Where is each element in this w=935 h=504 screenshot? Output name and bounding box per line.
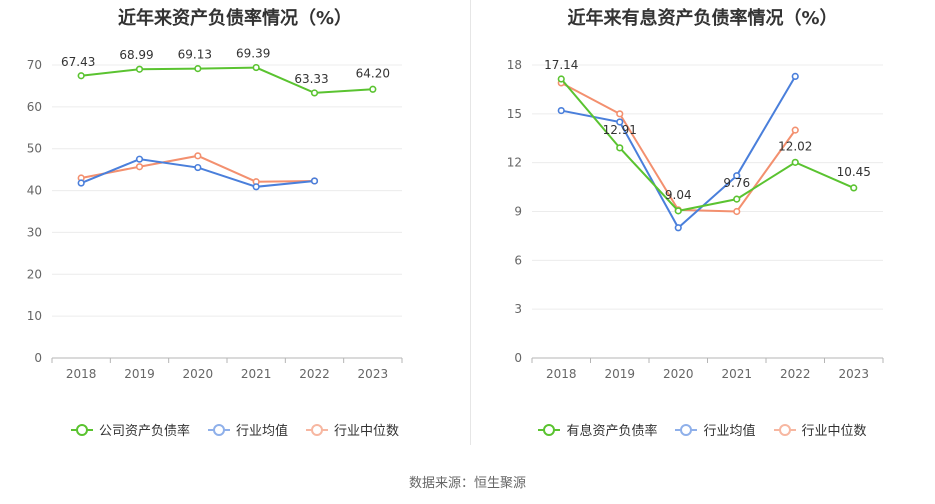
chart-legend: 公司资产负债率 行业均值 行业中位数	[0, 420, 470, 439]
x-tick-label: 2019	[124, 367, 155, 381]
data-source: 数据来源：恒生聚源	[408, 476, 526, 491]
data-point	[791, 72, 799, 80]
data-point	[850, 184, 858, 192]
legend-line-icon	[675, 423, 698, 436]
legend-item-industry-mean[interactable]: 行业均值	[675, 420, 756, 439]
panel-divider	[470, 0, 471, 445]
data-point	[616, 144, 624, 152]
chart-plot-debt-ratio: 0 10 20 30 40 50 60 70 2018 2019 2020 2021 2022 2023 6…	[27, 47, 403, 381]
x-tick-label: 2018	[546, 367, 577, 381]
data-point	[77, 179, 85, 187]
y-tick-label: 0	[34, 351, 42, 365]
data-point	[194, 152, 202, 160]
legend-item-industry-median[interactable]: 行业中位数	[306, 420, 399, 439]
chart-legend: 有息资产负债率 行业均值 行业中位数	[470, 420, 935, 439]
y-tick-label: 40	[27, 184, 42, 198]
data-label: 10.45	[837, 165, 871, 179]
legend-label: 有息资产负债率	[566, 424, 658, 439]
legend-label: 行业均值	[703, 424, 756, 439]
legend-line-icon	[538, 423, 561, 436]
data-label: 69.13	[178, 48, 212, 62]
legend-item-industry-mean[interactable]: 行业均值	[207, 420, 288, 439]
x-tick-label: 2019	[604, 367, 635, 381]
chart-plot-interest-debt-ratio: 0 3 6 9 12 15 18 2018 2019 2020 2021 2022 2023 17.14 1…	[507, 58, 884, 381]
x-tick-label: 2022	[299, 367, 330, 381]
series-line	[81, 66, 373, 94]
y-tick-label: 15	[507, 107, 522, 121]
data-point	[194, 163, 202, 172]
legend-line-icon	[306, 423, 328, 436]
legend-line-icon	[773, 423, 796, 436]
chart-panel-debt-ratio: 近年来资产负债率情况（%） 0 10 20 30 40 50 60 70 2018 2019 202…	[0, 0, 470, 460]
data-point	[791, 126, 799, 134]
data-point	[616, 118, 624, 126]
data-point	[77, 72, 85, 80]
y-tick-label: 60	[27, 100, 42, 114]
data-point	[252, 63, 260, 72]
data-point	[616, 110, 624, 118]
legend-line-icon	[70, 423, 93, 436]
legend-item-company[interactable]: 公司资产负债率	[70, 420, 190, 439]
legend-item-industry-median[interactable]: 行业中位数	[773, 420, 867, 439]
y-tick-label: 9	[514, 205, 522, 219]
legend-line-icon	[207, 423, 230, 436]
y-tick-label: 70	[27, 58, 42, 72]
legend-label: 公司资产负债率	[98, 424, 190, 439]
data-label: 67.43	[61, 55, 95, 69]
x-tick-label: 2020	[183, 367, 214, 381]
data-point	[310, 89, 319, 97]
y-tick-label: 30	[27, 225, 42, 239]
data-label: 69.39	[236, 47, 270, 61]
data-point	[733, 207, 741, 216]
x-tick-label: 2023	[358, 367, 389, 381]
data-label: 17.14	[544, 58, 578, 72]
series-line	[560, 78, 855, 212]
data-label: 12.02	[778, 139, 812, 153]
legend-label: 行业中位数	[334, 424, 400, 439]
data-point	[369, 85, 377, 93]
data-label: 63.33	[294, 72, 328, 86]
data-point	[733, 195, 741, 203]
data-point	[557, 106, 565, 115]
y-tick-label: 0	[514, 351, 522, 365]
x-tick-label: 2023	[838, 367, 869, 381]
legend-label: 行业均值	[235, 424, 288, 439]
series-line	[561, 75, 797, 230]
data-point	[310, 177, 319, 185]
y-tick-label: 10	[27, 309, 42, 323]
x-tick-label: 2022	[780, 367, 811, 381]
y-tick-label: 50	[27, 142, 42, 156]
data-point	[674, 207, 682, 215]
y-tick-label: 3	[514, 302, 522, 316]
data-point	[135, 163, 144, 171]
data-point	[194, 65, 202, 73]
x-tick-label: 2018	[66, 367, 97, 381]
y-tick-label: 6	[514, 253, 522, 267]
data-label: 68.99	[119, 48, 153, 62]
series-line	[80, 158, 315, 188]
legend-label: 行业中位数	[801, 424, 867, 439]
data-point	[791, 158, 799, 166]
x-tick-label: 2021	[721, 367, 752, 381]
data-point	[135, 155, 144, 163]
x-tick-label: 2021	[241, 367, 272, 381]
y-tick-label: 18	[507, 58, 522, 72]
data-point	[557, 75, 565, 83]
data-label: 64.20	[356, 66, 390, 80]
data-label: 12.91	[603, 123, 637, 137]
y-tick-label: 20	[27, 267, 42, 281]
x-tick-label: 2020	[663, 367, 694, 381]
data-point	[733, 172, 741, 180]
y-tick-label: 12	[507, 156, 522, 170]
data-point	[252, 183, 260, 191]
data-label: 9.04	[665, 188, 692, 202]
legend-item-company[interactable]: 有息资产负债率	[538, 420, 657, 439]
chart-panel-interest-debt-ratio: 近年来有息资产负债率情况（%） 0 3 6 9 12 15 18 2018 2019 2020 20…	[470, 0, 935, 460]
chart-title: 近年来有息资产负债率情况（%）	[567, 8, 838, 29]
chart-title: 近年来资产负债率情况（%）	[117, 8, 353, 29]
data-point	[135, 65, 144, 73]
data-label: 9.76	[723, 176, 750, 190]
data-point	[674, 224, 682, 232]
